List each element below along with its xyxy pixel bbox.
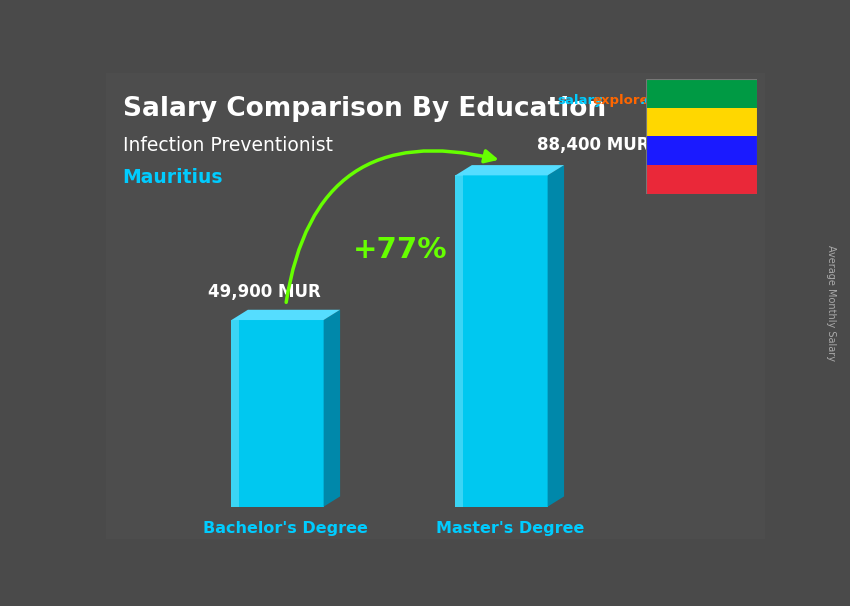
Bar (646, 165, 756, 194)
Text: .com: .com (640, 94, 676, 107)
Bar (646, 79, 756, 107)
Text: Salary Comparison By Education: Salary Comparison By Education (122, 96, 606, 122)
Polygon shape (547, 165, 564, 507)
Text: +77%: +77% (353, 236, 447, 264)
Text: Mauritius: Mauritius (122, 168, 224, 187)
Text: 88,400 MUR: 88,400 MUR (537, 136, 650, 155)
Polygon shape (324, 310, 340, 507)
Text: Bachelor's Degree: Bachelor's Degree (203, 521, 368, 536)
Polygon shape (456, 175, 463, 507)
Polygon shape (231, 320, 324, 507)
Text: explorer: explorer (592, 94, 655, 107)
Text: 49,900 MUR: 49,900 MUR (208, 284, 320, 301)
Polygon shape (231, 310, 340, 320)
Bar (646, 107, 756, 136)
Text: Infection Preventionist: Infection Preventionist (122, 136, 332, 155)
Bar (646, 136, 756, 165)
Text: salary: salary (558, 94, 604, 107)
Text: Master's Degree: Master's Degree (435, 521, 584, 536)
Polygon shape (456, 165, 564, 175)
Polygon shape (456, 175, 547, 507)
Text: Average Monthly Salary: Average Monthly Salary (826, 245, 836, 361)
Polygon shape (231, 320, 240, 507)
